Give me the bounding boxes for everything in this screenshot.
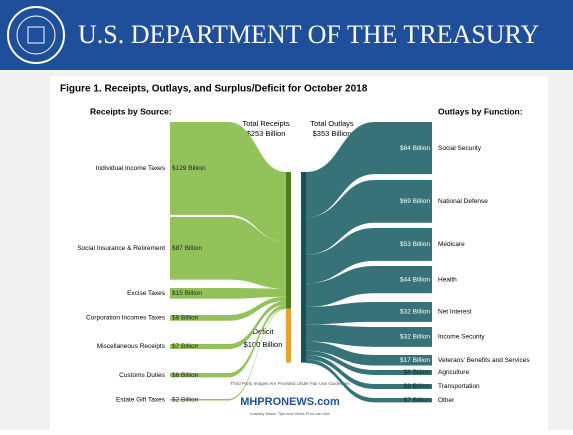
watermark-logo: MHPRONEWS.com bbox=[240, 396, 340, 408]
outlay-value: $8 Billion bbox=[404, 369, 431, 376]
chart-title: Figure 1. Receipts, Outlays, and Surplus… bbox=[60, 84, 368, 95]
right-heading: Outlays by Function: bbox=[438, 106, 523, 116]
outlay-label: Health bbox=[438, 276, 457, 283]
receipt-label: Estate Gift Taxes bbox=[116, 396, 166, 403]
receipt-flow bbox=[170, 301, 286, 350]
outlay-value: $7 Billion bbox=[404, 397, 431, 404]
deficit-bar bbox=[286, 308, 291, 363]
deficit-total: $100 Billion bbox=[244, 340, 283, 349]
outlay-flow bbox=[306, 122, 432, 218]
seal-inner bbox=[16, 15, 56, 55]
receipt-flow bbox=[170, 122, 286, 242]
left-heading: Receipts by Source: bbox=[90, 106, 172, 116]
outlay-label: Other bbox=[438, 397, 455, 404]
outlay-value: $32 Billion bbox=[400, 334, 430, 341]
receipt-value: $87 Billion bbox=[172, 245, 202, 252]
outlay-label: Social Security bbox=[438, 145, 482, 152]
watermark-note: Third Party Images Are Provided Under Fa… bbox=[230, 381, 350, 386]
outlay-label: Veterans' Benefits and Services bbox=[438, 357, 530, 364]
outlays-bar bbox=[301, 172, 306, 363]
outlay-flow bbox=[306, 359, 432, 403]
watermark-tagline: Industry News, Tips and Views Pros can U… bbox=[250, 411, 330, 416]
outlay-flow bbox=[306, 266, 432, 307]
outlay-flow bbox=[306, 324, 432, 347]
receipt-label: Corporation Incomes Taxes bbox=[86, 315, 166, 322]
receipt-label: Social Insurance & Retirement bbox=[77, 245, 165, 252]
receipt-value: $129 Billion bbox=[172, 165, 206, 172]
receipt-value: $6 Billion bbox=[172, 372, 199, 379]
outlay-value: $44 Billion bbox=[400, 276, 430, 283]
outlay-value: $84 Billion bbox=[400, 145, 430, 152]
receipt-flow bbox=[170, 304, 286, 378]
outlay-value: $53 Billion bbox=[400, 241, 430, 248]
figure-panel bbox=[50, 76, 548, 430]
receipts-total: $253 Billion bbox=[247, 129, 286, 138]
receipt-value: $8 Billion bbox=[172, 315, 199, 322]
receipts-bar bbox=[286, 172, 291, 309]
outlay-value: $69 Billion bbox=[400, 198, 430, 205]
receipt-label: Individual Income Taxes bbox=[96, 165, 166, 172]
receipt-value: $7 Billion bbox=[172, 343, 199, 350]
receipt-label: Excise Taxes bbox=[127, 290, 166, 297]
seal-shield bbox=[27, 26, 45, 44]
outlay-flow bbox=[306, 180, 432, 255]
outlay-flow bbox=[306, 228, 432, 284]
outlays-label: Total Outlays bbox=[310, 119, 354, 128]
receipt-label: Customs Duties bbox=[119, 372, 166, 379]
outlay-value: $8 Billion bbox=[404, 383, 431, 390]
outlay-label: National Defense bbox=[438, 198, 488, 205]
header-title: U.S. DEPARTMENT OF THE TREASURY bbox=[78, 20, 539, 49]
outlay-flow bbox=[306, 302, 432, 325]
outlay-flow bbox=[306, 341, 432, 366]
outlay-label: Transportation bbox=[438, 383, 480, 390]
outlay-value: $17 Billion bbox=[400, 357, 430, 364]
outlay-label: Income Security bbox=[438, 334, 485, 341]
outlay-label: Agriculture bbox=[438, 369, 469, 376]
receipt-flow bbox=[170, 296, 286, 321]
receipt-value: $15 Billion bbox=[172, 290, 202, 297]
outlay-label: Medicare bbox=[438, 241, 465, 248]
outlays-total: $353 Billion bbox=[313, 129, 352, 138]
outlay-flow bbox=[306, 355, 432, 389]
receipt-flow bbox=[170, 288, 286, 299]
outlay-value: $32 Billion bbox=[400, 309, 430, 316]
seal bbox=[7, 6, 65, 64]
deficit-label: Deficit bbox=[253, 327, 275, 336]
receipt-flow bbox=[170, 217, 286, 289]
receipts-label: Total Receipts bbox=[242, 119, 289, 128]
receipt-label: Miscellaneous Receipts bbox=[97, 343, 166, 350]
receipt-value: $2 Billion bbox=[172, 396, 199, 403]
outlay-label: Net Interest bbox=[438, 309, 472, 316]
header-bar bbox=[0, 0, 573, 70]
outlay-flow bbox=[306, 350, 432, 375]
